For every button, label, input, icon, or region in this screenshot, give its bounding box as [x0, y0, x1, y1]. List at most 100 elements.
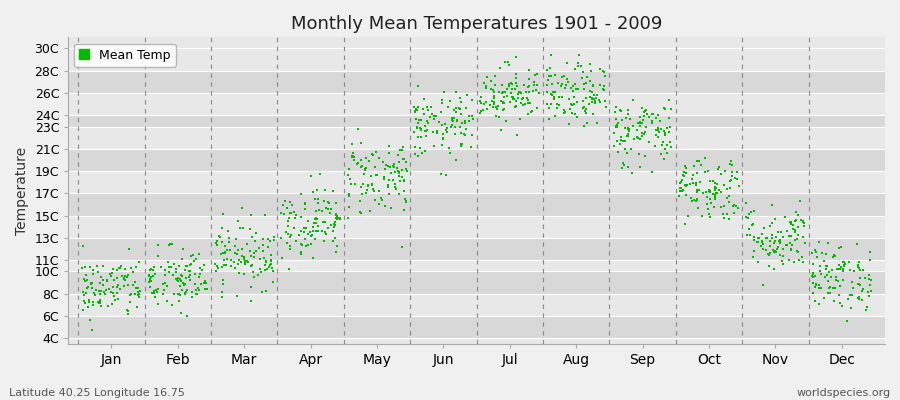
Point — [185, 289, 200, 295]
Point — [86, 326, 100, 333]
Point — [460, 91, 474, 98]
Point — [850, 281, 865, 288]
Point — [342, 176, 356, 182]
Point — [621, 130, 635, 137]
Point — [353, 198, 367, 204]
Point — [359, 155, 374, 161]
Point — [518, 89, 533, 95]
Point — [705, 200, 719, 206]
Point — [328, 211, 343, 217]
Point — [608, 123, 623, 129]
Point — [274, 235, 289, 242]
Point — [769, 249, 783, 256]
Point — [818, 274, 832, 280]
Point — [580, 74, 595, 80]
Point — [465, 132, 480, 138]
Point — [435, 97, 449, 104]
Point — [634, 119, 648, 126]
Point — [488, 73, 502, 79]
Point — [328, 249, 343, 255]
Point — [783, 219, 797, 225]
Point — [695, 212, 709, 219]
Point — [756, 225, 770, 231]
Point — [422, 114, 436, 121]
Point — [580, 120, 594, 126]
Point — [502, 82, 517, 89]
Point — [520, 111, 535, 117]
Point — [663, 124, 678, 130]
Point — [414, 127, 428, 133]
Point — [788, 218, 802, 224]
Point — [827, 285, 842, 291]
Point — [257, 267, 272, 273]
Point — [210, 242, 224, 248]
Point — [562, 121, 576, 128]
Point — [554, 74, 569, 80]
Point — [845, 285, 859, 292]
Point — [354, 140, 368, 146]
Point — [726, 202, 741, 208]
Point — [644, 120, 659, 127]
Point — [767, 266, 781, 272]
Point — [449, 118, 464, 124]
Point — [180, 313, 194, 319]
Point — [373, 155, 387, 161]
Point — [690, 187, 705, 193]
Point — [567, 94, 581, 100]
Point — [77, 264, 92, 270]
Point — [256, 248, 270, 254]
Point — [254, 268, 268, 275]
Point — [341, 214, 356, 221]
Point — [179, 275, 194, 281]
Point — [663, 144, 678, 150]
Point — [542, 73, 556, 80]
Point — [809, 254, 824, 260]
Point — [183, 267, 197, 274]
Point — [583, 88, 598, 94]
Point — [440, 129, 454, 136]
Point — [765, 232, 779, 238]
Point — [458, 118, 473, 124]
Point — [173, 292, 187, 299]
Point — [76, 242, 90, 249]
Point — [454, 99, 468, 105]
Point — [775, 258, 789, 264]
Point — [703, 189, 717, 195]
Point — [93, 299, 107, 305]
Point — [307, 220, 321, 226]
Point — [664, 106, 679, 112]
Point — [732, 205, 746, 211]
Point — [860, 304, 874, 310]
Point — [329, 213, 344, 219]
Point — [649, 127, 663, 133]
Point — [726, 210, 741, 216]
Point — [196, 280, 211, 286]
Point — [178, 267, 193, 273]
Point — [114, 263, 129, 270]
Point — [612, 107, 626, 114]
Point — [192, 287, 206, 294]
Point — [392, 173, 406, 180]
Point — [250, 272, 265, 278]
Point — [720, 186, 734, 192]
Point — [479, 99, 493, 106]
Point — [516, 102, 530, 108]
Point — [93, 297, 107, 303]
Point — [211, 264, 225, 271]
Point — [243, 226, 257, 232]
Point — [172, 263, 186, 270]
Point — [326, 228, 340, 234]
Point — [390, 165, 404, 172]
Point — [128, 291, 142, 297]
Point — [143, 267, 157, 274]
Bar — [68, 272, 885, 294]
Point — [482, 101, 497, 108]
Point — [284, 209, 299, 216]
Point — [521, 97, 535, 104]
Point — [130, 285, 145, 291]
Point — [448, 109, 463, 116]
Point — [333, 216, 347, 222]
Point — [162, 242, 176, 249]
Point — [326, 238, 340, 245]
Point — [453, 95, 467, 102]
